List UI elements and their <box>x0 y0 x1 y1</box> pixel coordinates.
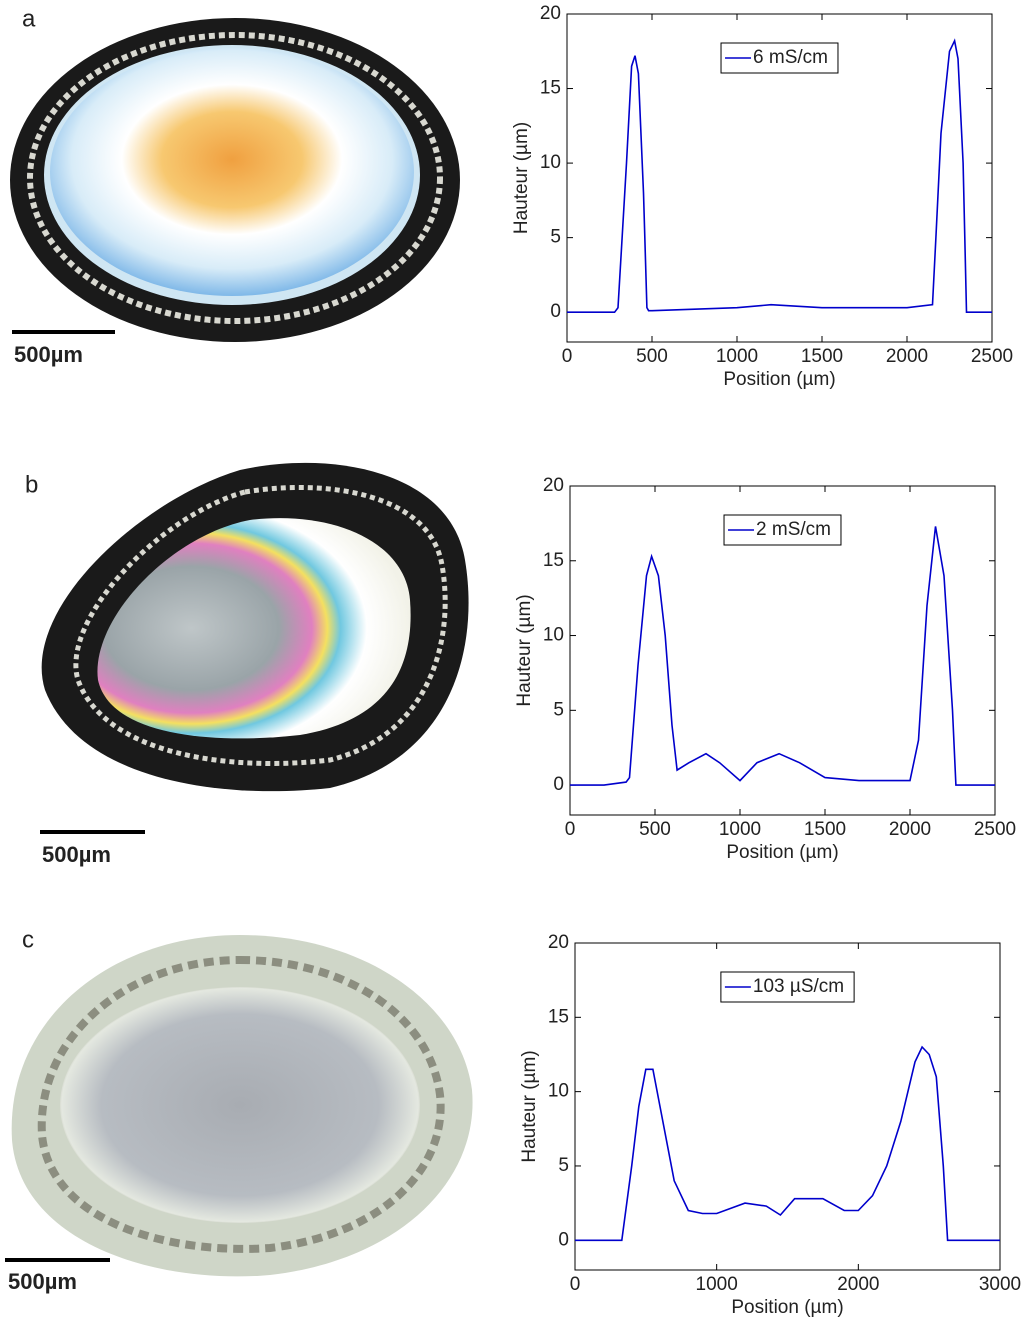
data-line <box>575 1045 1000 1242</box>
y-tick-label: 15 <box>543 550 564 571</box>
x-tick-label: 3000 <box>979 1274 1021 1295</box>
x-axis-label: Position (µm) <box>726 842 838 863</box>
legend-label: 6 mS/cm <box>753 47 828 68</box>
x-tick-label: 2500 <box>974 819 1016 840</box>
x-tick-label: 500 <box>639 819 671 840</box>
y-tick-label: 20 <box>540 3 561 24</box>
y-tick-label: 10 <box>543 625 564 646</box>
y-tick-label: 0 <box>553 774 564 795</box>
micrograph <box>11 935 473 1277</box>
x-axis-label: Position (µm) <box>723 369 835 390</box>
x-tick-label: 2500 <box>971 346 1013 367</box>
x-tick-label: 1000 <box>716 346 758 367</box>
legend: 6 mS/cm <box>720 42 839 74</box>
y-tick-label: 15 <box>540 78 561 99</box>
micrograph <box>10 18 460 342</box>
y-tick-label: 5 <box>558 1155 569 1176</box>
x-tick-label: 0 <box>565 819 576 840</box>
x-tick-label: 2000 <box>886 346 928 367</box>
y-axis-label: Hauteur (µm) <box>511 122 532 234</box>
x-tick-label: 500 <box>636 346 668 367</box>
x-tick-label: 2000 <box>889 819 931 840</box>
x-tick-label: 1000 <box>719 819 761 840</box>
panel-label: b <box>25 471 38 498</box>
y-tick-label: 20 <box>548 932 569 953</box>
data-line <box>567 38 992 313</box>
x-tick-label: 1500 <box>801 346 843 367</box>
legend-label: 103 µS/cm <box>753 976 844 997</box>
y-tick-label: 20 <box>543 475 564 496</box>
panel-label: a <box>22 5 36 32</box>
y-tick-label: 10 <box>548 1081 569 1102</box>
x-tick-label: 1500 <box>804 819 846 840</box>
scale-bar-label: 500µm <box>8 1269 77 1294</box>
y-tick-label: 5 <box>550 227 561 248</box>
y-tick-label: 0 <box>550 301 561 322</box>
y-tick-label: 10 <box>540 152 561 173</box>
legend: 2 mS/cm <box>723 514 842 546</box>
y-tick-label: 0 <box>558 1229 569 1250</box>
x-tick-label: 2000 <box>837 1274 879 1295</box>
x-tick-label: 0 <box>562 346 573 367</box>
x-tick-label: 1000 <box>696 1274 738 1295</box>
y-tick-label: 15 <box>548 1006 569 1027</box>
legend: 103 µS/cm <box>720 971 855 1003</box>
y-axis-label: Hauteur (µm) <box>519 1050 540 1162</box>
micrograph <box>41 462 469 792</box>
legend-label: 2 mS/cm <box>756 519 831 540</box>
scale-bar-label: 500µm <box>42 842 111 867</box>
scale-bar-label: 500µm <box>14 342 83 367</box>
panel-label: c <box>22 926 34 953</box>
x-axis-label: Position (µm) <box>731 1297 843 1318</box>
data-line <box>570 526 995 786</box>
y-axis-label: Hauteur (µm) <box>514 594 535 706</box>
x-tick-label: 0 <box>570 1274 581 1295</box>
y-tick-label: 5 <box>553 699 564 720</box>
